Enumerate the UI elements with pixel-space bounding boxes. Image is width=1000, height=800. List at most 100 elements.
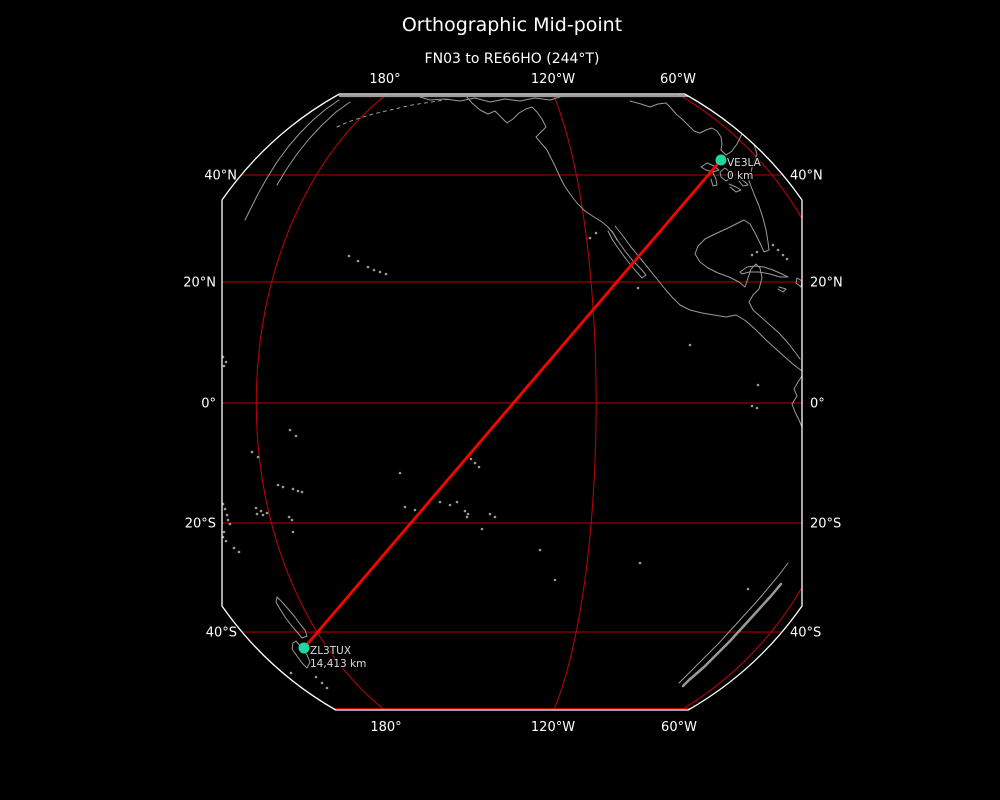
tick-label-left: 0° bbox=[201, 397, 216, 412]
island-dot bbox=[314, 675, 318, 679]
island-dot bbox=[688, 343, 692, 347]
island-dot bbox=[776, 248, 780, 252]
island-dot bbox=[746, 587, 750, 591]
island-dot bbox=[254, 506, 258, 510]
tick-label-left: 40°N bbox=[204, 169, 237, 184]
gridline-meridian bbox=[255, 94, 508, 710]
island-dot bbox=[290, 518, 294, 522]
island-dot bbox=[413, 508, 417, 512]
coastline bbox=[738, 177, 749, 187]
tick-label-bottom: 180° bbox=[370, 720, 401, 735]
island-dot bbox=[366, 265, 370, 269]
tick-label-right: 20°S bbox=[810, 517, 841, 532]
tick-label-top: 180° bbox=[369, 72, 400, 87]
island-dot bbox=[250, 450, 254, 454]
coastline bbox=[336, 98, 451, 128]
island-dot bbox=[781, 253, 785, 257]
island-dot bbox=[473, 461, 477, 465]
gridline-meridian bbox=[517, 94, 802, 710]
coastline bbox=[700, 162, 720, 173]
island-dot bbox=[289, 671, 293, 675]
island-dot bbox=[291, 530, 295, 534]
island-dot bbox=[237, 550, 241, 554]
coastline bbox=[795, 277, 802, 288]
tick-label-bottom: 60°W bbox=[661, 720, 697, 735]
island-dot bbox=[320, 681, 324, 685]
island-dot bbox=[755, 250, 759, 254]
island-dot bbox=[553, 578, 557, 582]
coastline bbox=[465, 95, 618, 241]
coastline bbox=[739, 265, 789, 278]
island-dot bbox=[750, 404, 754, 408]
island-dot bbox=[276, 483, 280, 487]
island-dot bbox=[356, 259, 360, 263]
tick-label-top: 60°W bbox=[660, 72, 696, 87]
island-dot bbox=[222, 530, 226, 534]
island-dot bbox=[477, 465, 481, 469]
coastline bbox=[791, 375, 802, 428]
island-dot bbox=[755, 406, 759, 410]
island-dot bbox=[281, 485, 285, 489]
island-dot bbox=[288, 428, 292, 432]
island-dot bbox=[750, 253, 754, 257]
island-dot bbox=[465, 515, 469, 519]
island-dot bbox=[256, 455, 260, 459]
coastline bbox=[607, 230, 647, 279]
island-dot bbox=[300, 490, 304, 494]
tick-label-right: 40°N bbox=[790, 169, 823, 184]
island-dot bbox=[223, 507, 227, 511]
island-dot bbox=[226, 518, 230, 522]
tick-label-left: 20°S bbox=[185, 517, 216, 532]
coastline bbox=[614, 225, 802, 372]
coastline bbox=[678, 562, 789, 684]
island-dot bbox=[480, 527, 484, 531]
island-dot bbox=[228, 522, 232, 526]
station-marker bbox=[298, 642, 310, 654]
island-dot bbox=[291, 487, 295, 491]
island-dot bbox=[224, 539, 228, 543]
island-dot bbox=[296, 489, 300, 493]
island-dot bbox=[448, 503, 452, 507]
tick-label-left: 40°S bbox=[206, 626, 237, 641]
island-dot bbox=[493, 515, 497, 519]
island-dot bbox=[325, 686, 329, 690]
tick-label-top: 120°W bbox=[531, 72, 575, 87]
tick-label-bottom: 120°W bbox=[531, 720, 575, 735]
island-dot bbox=[636, 286, 640, 290]
island-dot bbox=[538, 548, 542, 552]
station-marker bbox=[715, 154, 727, 166]
coastline bbox=[777, 286, 787, 293]
coastline bbox=[276, 101, 351, 186]
island-dot bbox=[469, 457, 473, 461]
island-dot bbox=[463, 509, 467, 513]
coastline bbox=[419, 96, 561, 103]
coastline bbox=[275, 596, 308, 639]
island-dot bbox=[756, 383, 760, 387]
island-dot bbox=[384, 272, 388, 276]
station-distance: 14,413 km bbox=[310, 658, 366, 670]
island-dot bbox=[261, 513, 265, 517]
page-title: Orthographic Mid-point bbox=[401, 14, 623, 36]
island-dot bbox=[224, 360, 228, 364]
island-dot bbox=[488, 512, 492, 516]
island-dot bbox=[372, 268, 376, 272]
tick-label-left: 20°N bbox=[183, 276, 216, 291]
coastline bbox=[694, 127, 801, 360]
island-dot bbox=[438, 500, 442, 504]
island-dot bbox=[225, 513, 229, 517]
island-dot bbox=[222, 364, 226, 368]
tick-label-right: 40°S bbox=[790, 626, 821, 641]
tick-label-right: 20°N bbox=[810, 276, 843, 291]
coastline bbox=[728, 183, 742, 193]
island-dot bbox=[378, 270, 382, 274]
island-dot bbox=[771, 243, 775, 247]
island-dot bbox=[638, 561, 642, 565]
station-distance: 0 km bbox=[727, 170, 753, 182]
island-dot bbox=[455, 500, 459, 504]
tick-label-right: 0° bbox=[810, 397, 825, 412]
station-callsign: ZL3TUX bbox=[310, 645, 351, 657]
island-dot bbox=[398, 471, 402, 475]
route-subtitle: FN03 to RE66HO (244°T) bbox=[424, 51, 600, 67]
